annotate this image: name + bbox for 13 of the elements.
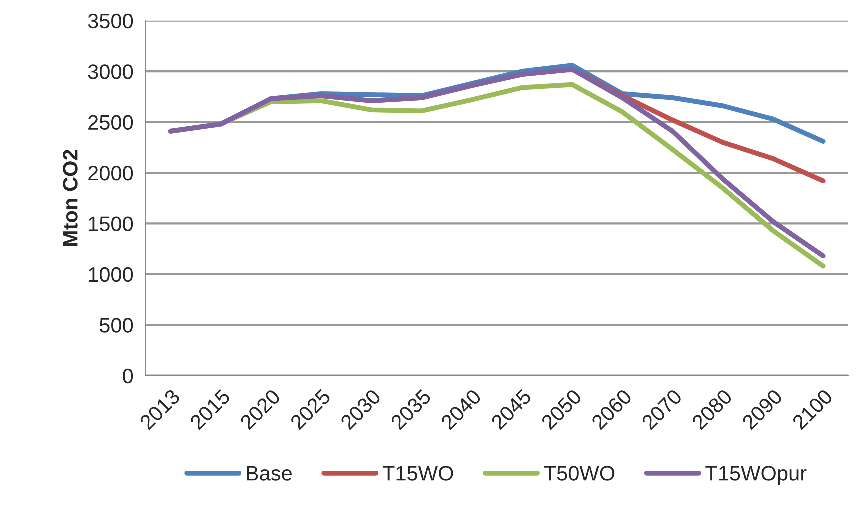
y-tick-label: 1000 bbox=[89, 267, 134, 282]
y-tick-label: 0 bbox=[123, 368, 134, 384]
y-axis-title: Mton CO2 bbox=[63, 150, 78, 246]
legend-label: T15WOpur bbox=[706, 466, 807, 486]
y-tick-label: 1500 bbox=[89, 216, 134, 232]
legend-label: Base bbox=[247, 466, 292, 481]
y-tick-label: 2500 bbox=[88, 115, 134, 130]
y-tick-label: 3500 bbox=[88, 14, 134, 29]
y-tick-label: 500 bbox=[100, 318, 134, 333]
legend-label: T15WO bbox=[382, 466, 454, 481]
y-tick-label: 3000 bbox=[88, 64, 134, 80]
legend-label: T50WO bbox=[544, 466, 615, 481]
y-tick-label: 2000 bbox=[88, 166, 134, 181]
